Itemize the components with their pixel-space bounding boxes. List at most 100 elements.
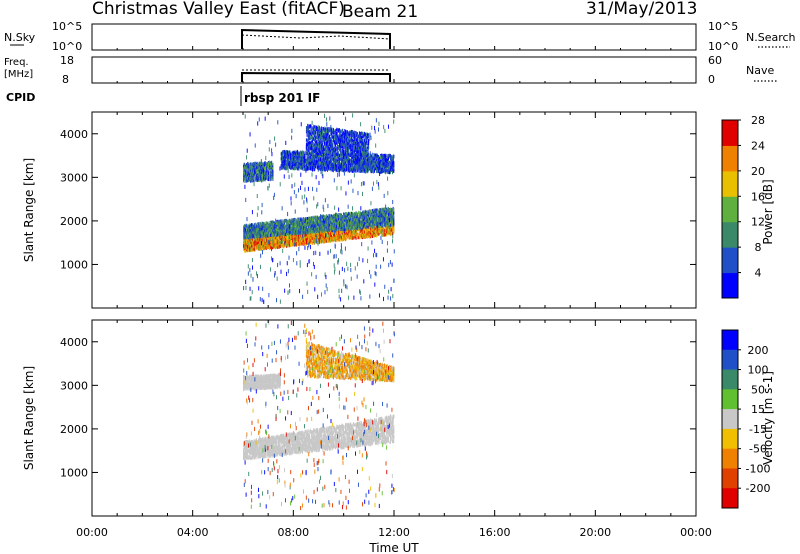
range-cell bbox=[321, 236, 323, 240]
nsky-trace bbox=[241, 28, 391, 49]
range-cell bbox=[309, 236, 311, 240]
range-cell bbox=[266, 243, 268, 247]
range-cell bbox=[253, 245, 255, 249]
range-cell bbox=[350, 236, 352, 240]
range-cell bbox=[345, 235, 347, 239]
range-cell bbox=[254, 237, 256, 241]
range-cell bbox=[340, 237, 342, 241]
freq-label-line2: [MHz] bbox=[4, 69, 33, 80]
range-cell bbox=[246, 240, 248, 244]
range-cell bbox=[312, 240, 314, 244]
range-cell bbox=[254, 239, 256, 243]
range-cell bbox=[256, 242, 258, 246]
range-cell bbox=[259, 240, 261, 244]
range-cell bbox=[289, 233, 291, 237]
range-cell bbox=[303, 236, 305, 240]
range-cell bbox=[262, 235, 264, 240]
nave-tick-top: 60 bbox=[708, 54, 722, 67]
cpid-program: rbsp 201 IF bbox=[244, 91, 320, 105]
range-cell bbox=[289, 235, 291, 240]
range-cell bbox=[263, 241, 265, 245]
range-cell bbox=[329, 239, 331, 243]
range-cell bbox=[259, 246, 261, 250]
range-cell bbox=[338, 238, 340, 242]
range-cell bbox=[304, 241, 306, 245]
range-cell bbox=[346, 234, 348, 238]
range-cell bbox=[352, 235, 354, 239]
range-cell bbox=[351, 228, 353, 233]
range-cell bbox=[319, 235, 321, 240]
range-cell bbox=[244, 242, 246, 247]
range-cell bbox=[307, 232, 309, 236]
range-cell bbox=[246, 237, 248, 241]
range-cell bbox=[322, 233, 324, 237]
range-cell bbox=[246, 238, 248, 242]
range-cell bbox=[267, 244, 269, 248]
range-cell bbox=[348, 233, 350, 237]
range-cell bbox=[290, 243, 291, 247]
range-cell bbox=[277, 243, 279, 248]
range-cell bbox=[352, 230, 354, 234]
range-cell bbox=[357, 226, 359, 230]
range-cell bbox=[333, 236, 335, 240]
range-cell bbox=[287, 235, 289, 239]
range-cell bbox=[280, 236, 282, 241]
range-cell bbox=[302, 241, 304, 245]
range-cell bbox=[253, 248, 255, 252]
range-cell bbox=[245, 245, 247, 249]
range-cell bbox=[254, 247, 256, 251]
range-cell bbox=[317, 238, 319, 242]
range-cell bbox=[247, 245, 249, 249]
range-cell bbox=[332, 238, 334, 242]
range-cell bbox=[292, 236, 294, 241]
range-cell bbox=[302, 237, 304, 241]
range-cell bbox=[343, 237, 345, 242]
range-cell bbox=[288, 242, 290, 247]
range-cell bbox=[244, 238, 246, 243]
range-cell bbox=[292, 242, 293, 246]
range-cell bbox=[264, 238, 266, 242]
range-cell bbox=[277, 241, 279, 245]
range-cell bbox=[331, 235, 332, 239]
range-cell bbox=[346, 234, 348, 239]
range-cell bbox=[339, 233, 340, 237]
range-cell bbox=[325, 228, 327, 233]
range-cell bbox=[343, 234, 344, 239]
range-cell bbox=[348, 233, 350, 237]
range-cell bbox=[274, 242, 276, 246]
range-cell bbox=[262, 242, 264, 246]
range-cell bbox=[265, 239, 267, 243]
range-cell bbox=[313, 234, 315, 238]
nave-label: Nave bbox=[746, 64, 774, 77]
range-cell bbox=[341, 228, 342, 232]
range-cell bbox=[339, 227, 340, 232]
range-cell bbox=[327, 238, 329, 243]
range-cell bbox=[337, 236, 339, 240]
range-cell bbox=[348, 230, 350, 234]
range-cell bbox=[298, 237, 300, 241]
range-cell bbox=[309, 238, 311, 242]
range-cell bbox=[305, 242, 307, 246]
range-cell bbox=[270, 240, 272, 244]
range-cell bbox=[313, 234, 315, 238]
range-cell bbox=[330, 233, 332, 237]
range-cell bbox=[315, 237, 317, 241]
range-cell bbox=[290, 236, 292, 240]
range-cell bbox=[328, 237, 330, 241]
range-cell bbox=[339, 238, 340, 242]
range-cell bbox=[311, 241, 313, 245]
range-cell bbox=[243, 240, 245, 244]
range-cell bbox=[299, 238, 301, 242]
range-cell bbox=[316, 237, 318, 242]
range-cell bbox=[323, 237, 325, 242]
range-cell bbox=[324, 236, 326, 241]
range-cell bbox=[343, 232, 345, 236]
range-cell bbox=[247, 241, 249, 246]
range-cell bbox=[356, 233, 358, 237]
range-cell bbox=[358, 233, 360, 237]
range-cell bbox=[258, 243, 260, 247]
range-cell bbox=[250, 247, 252, 251]
range-cell bbox=[393, 226, 395, 230]
range-cell bbox=[310, 239, 312, 243]
range-cell bbox=[292, 239, 294, 243]
